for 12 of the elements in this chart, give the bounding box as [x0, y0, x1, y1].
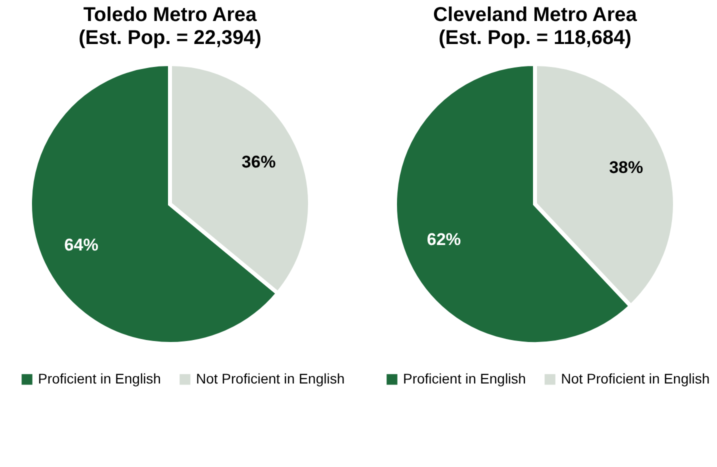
legend-label: Not Proficient in English — [561, 370, 710, 386]
data-label: 62% — [426, 230, 461, 250]
legend-label: Proficient in English — [403, 370, 526, 386]
chart-subtitle: (Est. Pop. = 22,394) — [78, 27, 262, 49]
legend-label: Not Proficient in English — [196, 370, 345, 386]
chart-subtitle: (Est. Pop. = 118,684) — [438, 27, 632, 49]
chart-title: Cleveland Metro Area — [433, 4, 638, 26]
data-label: 64% — [64, 236, 98, 255]
chart-title: Toledo Metro Area — [83, 4, 258, 26]
data-label: 36% — [242, 152, 276, 172]
data-label: 38% — [609, 158, 644, 177]
legend-label: Proficient in English — [38, 370, 161, 386]
